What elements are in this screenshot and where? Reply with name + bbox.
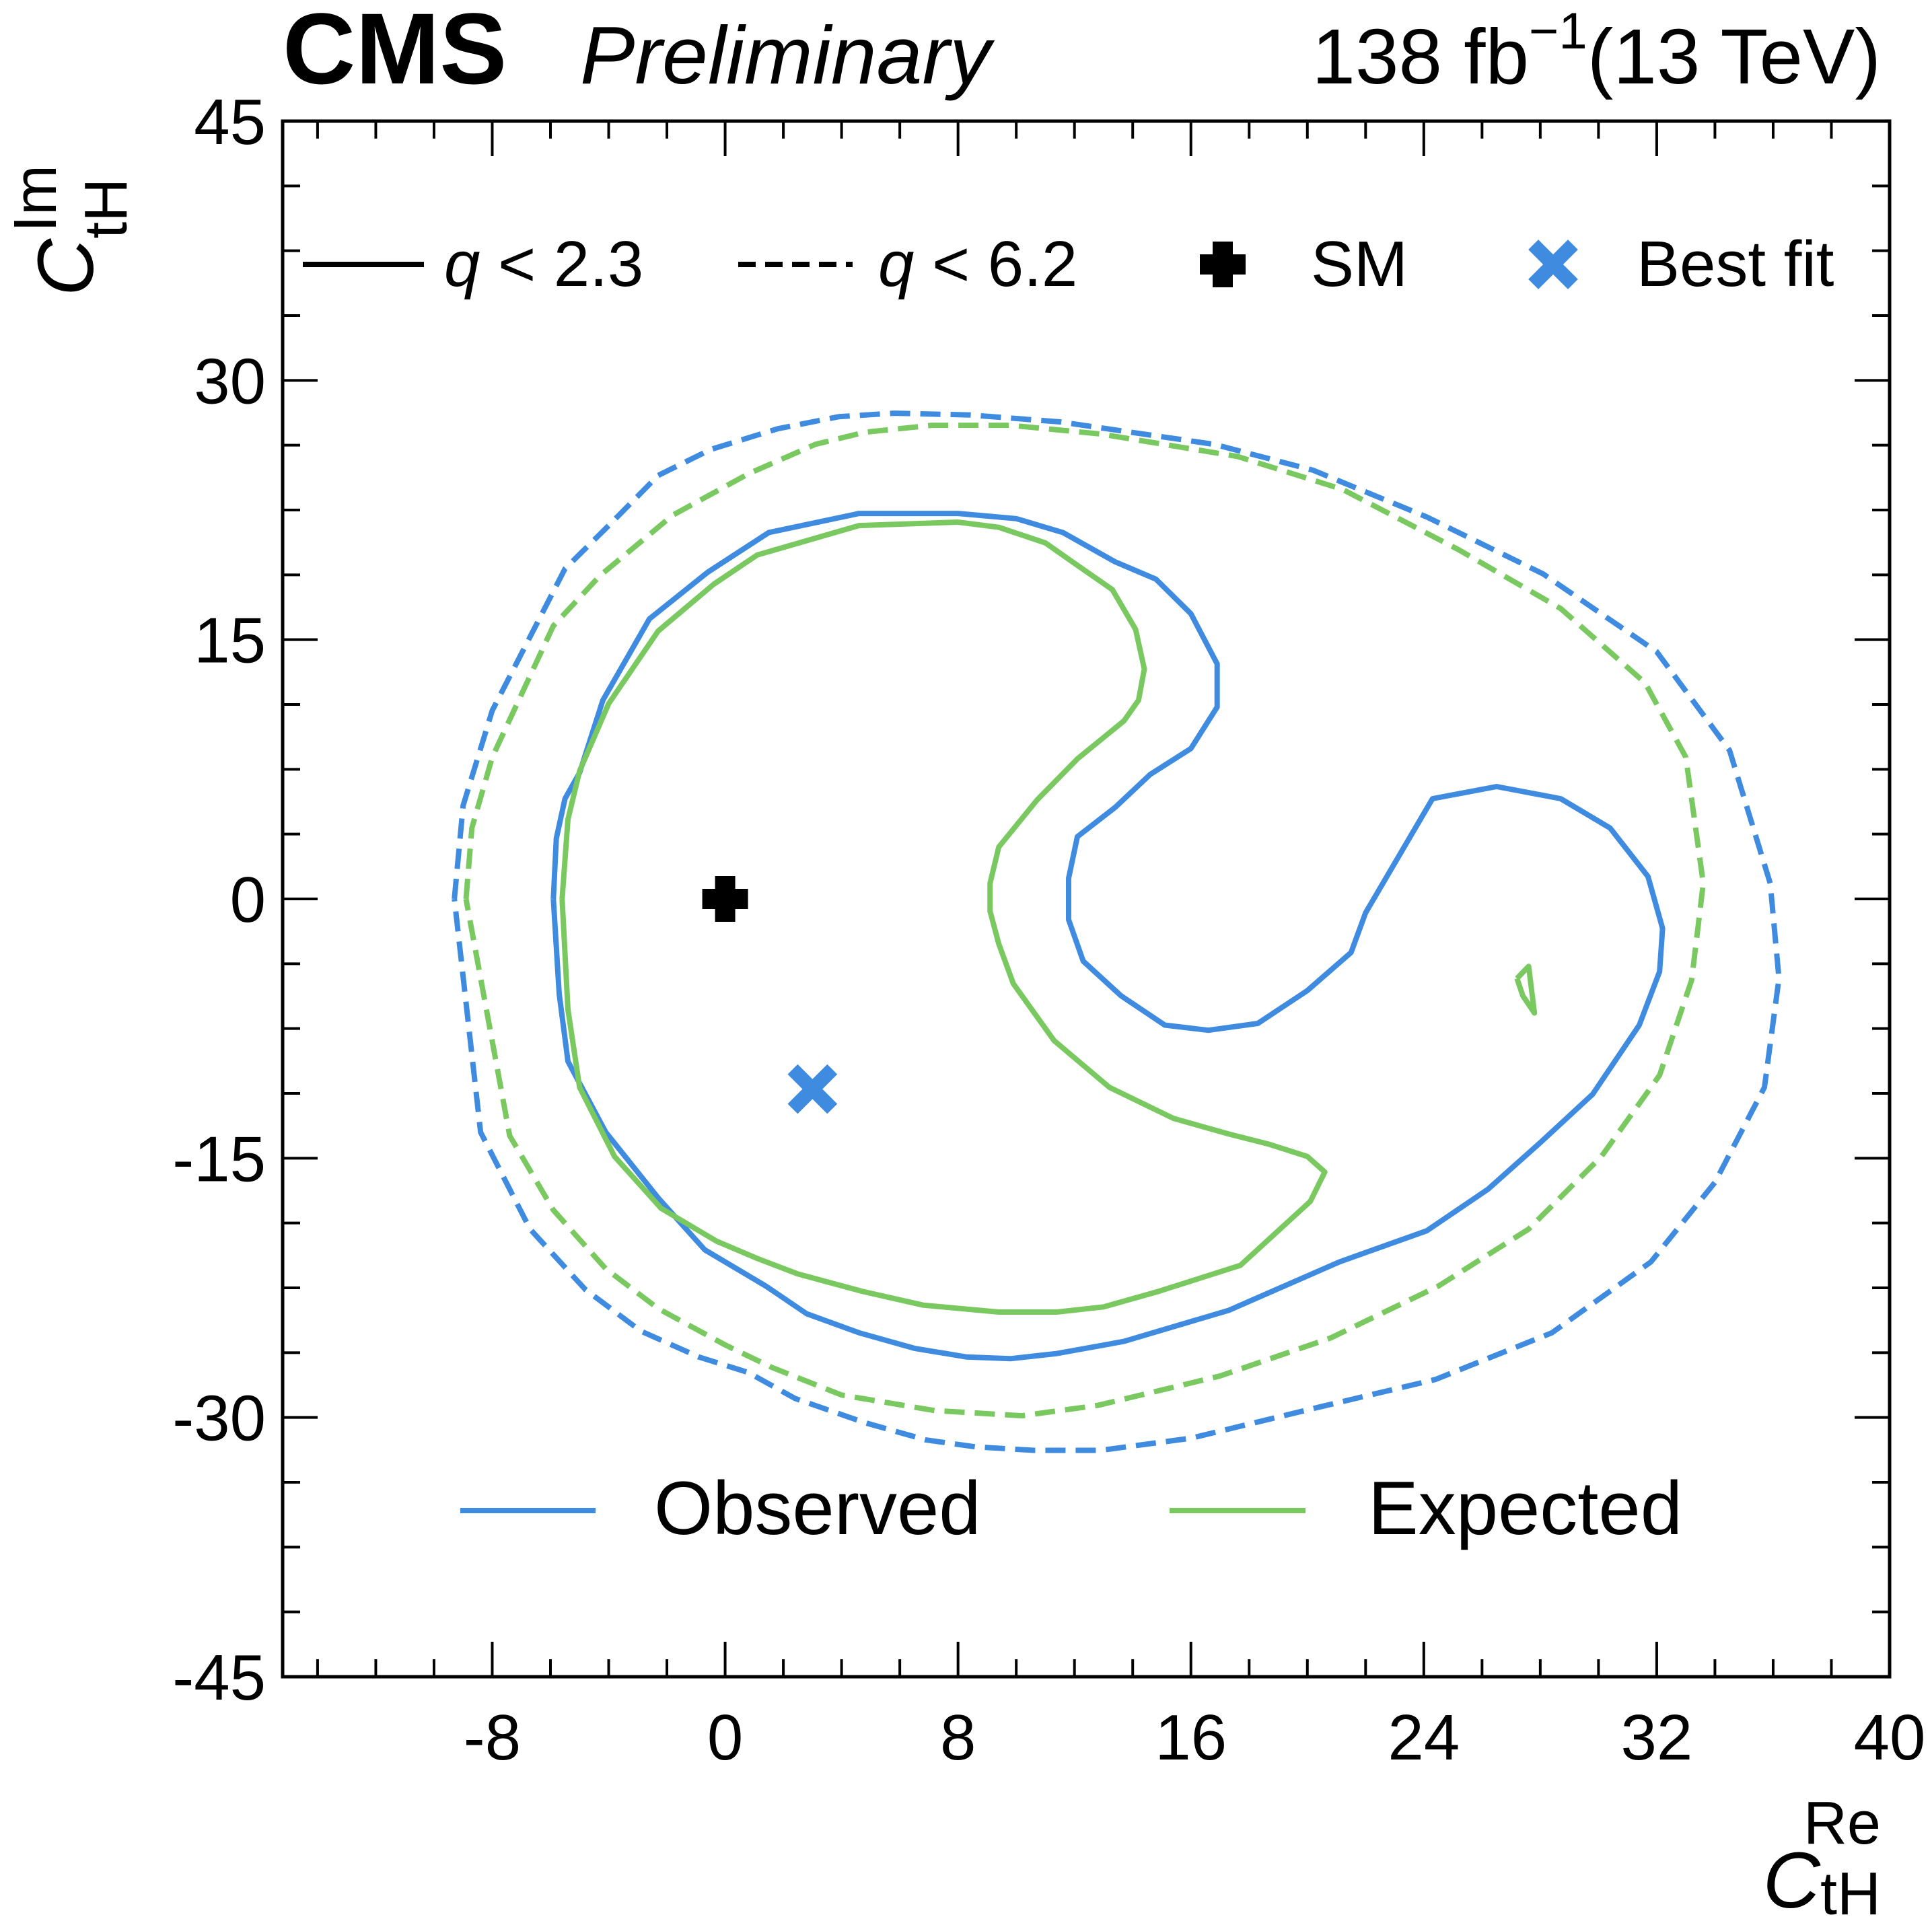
x-tick-label: 32 bbox=[1621, 1702, 1693, 1774]
x-tick-label: 0 bbox=[707, 1702, 743, 1774]
x-tick-label: 24 bbox=[1388, 1702, 1460, 1774]
x-stroke-b bbox=[787, 1064, 838, 1114]
color-legend: Observed Expected bbox=[460, 1466, 1682, 1550]
x-stroke-b bbox=[1528, 240, 1578, 289]
axis-tick-labels: -8 0 8 16 24 32 40 -45 -30 -15 0 15 30 45 bbox=[172, 86, 1925, 1774]
legend-sm-plus-icon bbox=[1200, 242, 1246, 287]
y-axis-superscript: Im bbox=[2, 165, 69, 232]
y-tick-label: 30 bbox=[194, 345, 266, 417]
style-legend: q < 2.3 q < 6.2 SM Best fit bbox=[303, 228, 1834, 300]
legend-q23-q: q bbox=[444, 228, 480, 300]
x-axis-subscript: tH bbox=[1820, 1860, 1881, 1923]
y-tick-label: -30 bbox=[172, 1383, 266, 1455]
x-tick-label: 8 bbox=[940, 1702, 976, 1774]
luminosity-value: 138 fb bbox=[1312, 13, 1530, 100]
contour-expected-solid-1 bbox=[559, 519, 1328, 1315]
status-label: Preliminary bbox=[580, 9, 995, 101]
luminosity-exponent: −1 bbox=[1529, 3, 1587, 60]
legend-observed-label: Observed bbox=[654, 1466, 981, 1550]
legend-sm-label: SM bbox=[1311, 228, 1408, 300]
x-tick-label: 40 bbox=[1854, 1702, 1926, 1774]
legend-q62-label: q < 6.2 bbox=[878, 228, 1077, 300]
y-axis-title: CtH bbox=[22, 178, 140, 296]
contour-observed-solid-0 bbox=[550, 511, 1666, 1362]
plus-shape bbox=[1200, 242, 1246, 287]
legend-q23-label: q < 2.3 bbox=[444, 228, 643, 300]
x-tick-label: 16 bbox=[1155, 1702, 1227, 1774]
legend-q23-rest: < 2.3 bbox=[480, 228, 643, 300]
best-fit-marker bbox=[787, 1064, 838, 1114]
contour-expected-solid-4 bbox=[1514, 964, 1538, 1016]
axis-ticks bbox=[283, 120, 1891, 1678]
contour-curves bbox=[452, 410, 1782, 1453]
y-tick-label: 45 bbox=[194, 86, 266, 158]
luminosity-label: 138 fb−1(13 TeV) bbox=[1312, 3, 1881, 100]
sm-point-marker bbox=[702, 876, 748, 922]
experiment-label: CMS bbox=[283, 0, 507, 105]
energy-label: (13 TeV) bbox=[1587, 13, 1881, 100]
contour-observed-dashed-2 bbox=[452, 410, 1782, 1453]
x-axis-title: CtH bbox=[1763, 1836, 1881, 1923]
x-tick-label: -8 bbox=[464, 1702, 521, 1774]
y-tick-label: 15 bbox=[194, 605, 266, 677]
y-axis-symbol: C bbox=[22, 238, 110, 296]
y-tick-label: 0 bbox=[230, 864, 266, 936]
legend-best-fit-x-icon bbox=[1528, 240, 1578, 289]
legend-q62-rest: < 6.2 bbox=[914, 228, 1077, 300]
legend-best-fit-label: Best fit bbox=[1637, 228, 1834, 300]
x-axis-symbol: C bbox=[1763, 1836, 1821, 1923]
legend-expected-label: Expected bbox=[1368, 1466, 1682, 1550]
y-axis-subscript: tH bbox=[73, 178, 140, 239]
legend-q62-q: q bbox=[878, 228, 914, 300]
plot-frame bbox=[281, 119, 1892, 1679]
y-tick-label: -45 bbox=[172, 1642, 266, 1714]
y-tick-label: -15 bbox=[172, 1123, 266, 1195]
x-axis-superscript: Re bbox=[1803, 1790, 1881, 1857]
contour-expected-dashed-3 bbox=[463, 423, 1707, 1419]
plus-shape bbox=[702, 876, 748, 922]
